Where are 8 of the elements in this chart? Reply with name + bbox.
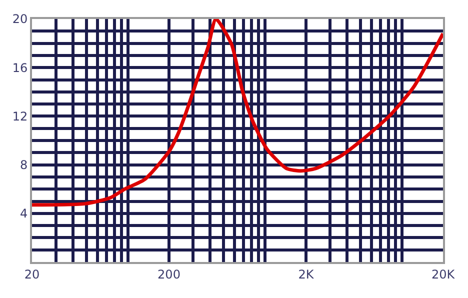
y-tick-label: 20 — [12, 12, 28, 26]
x-tick-label: 2K — [298, 267, 315, 282]
x-tick-label: 20K — [431, 267, 456, 282]
y-tick-label: 16 — [12, 60, 28, 75]
y-tick-label: 4 — [20, 206, 28, 221]
y-tick-label: 8 — [20, 158, 28, 172]
y-tick-label: 12 — [12, 109, 28, 124]
x-tick-label: 200 — [158, 267, 180, 282]
